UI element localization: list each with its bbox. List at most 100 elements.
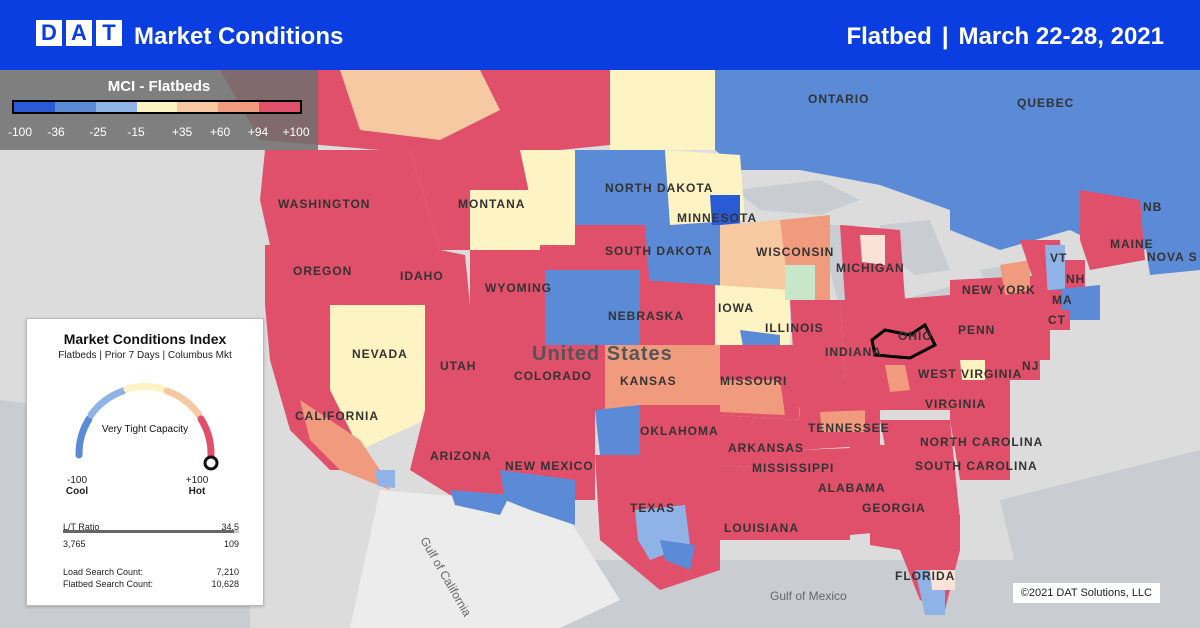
region-north-dakota: [575, 150, 670, 225]
legend-tick: -36: [47, 125, 65, 139]
load-search-row: Load Search Count: 7,210: [63, 567, 239, 577]
label-idaho: IDAHO: [400, 269, 444, 283]
label-michigan: MICHIGAN: [836, 261, 905, 275]
region-wi-south: [785, 265, 815, 300]
card-title: Market Conditions Index: [63, 331, 227, 347]
legend-tick: -25: [89, 125, 107, 139]
region-california-north: [265, 305, 380, 470]
region-vermont: [1045, 245, 1065, 300]
region-arizona: [410, 410, 505, 500]
logo-letter-a: A: [66, 20, 92, 46]
legend-swatch-5: [177, 102, 219, 112]
region-houston: [660, 540, 695, 570]
flatbed-search-row: Flatbed Search Count: 10,628: [63, 579, 239, 589]
label-washington: WASHINGTON: [278, 197, 370, 211]
flatbed-search-label: Flatbed Search Count:: [63, 579, 154, 589]
mexico-land: [350, 490, 620, 628]
region-wv-west: [885, 365, 910, 392]
region-wisconsin-west: [720, 220, 790, 300]
legend-swatch-1: [14, 102, 55, 112]
region-indiana: [840, 300, 885, 380]
logo-letter-d: D: [36, 20, 62, 46]
gauge-segment-neutral: [123, 383, 167, 393]
region-oregon: [265, 245, 360, 305]
region-arizona-border: [450, 490, 510, 515]
region-maritimes: [1140, 210, 1200, 275]
region-sd-east: [645, 220, 720, 300]
gauge-max-label: Hot: [188, 486, 206, 497]
label-arizona: ARIZONA: [430, 449, 492, 463]
label-penn: PENN: [958, 323, 995, 337]
gauge-segment-hot: [197, 415, 215, 459]
label-new-york: NEW YORK: [962, 283, 1036, 297]
label-north-dakota: NORTH DAKOTA: [605, 181, 713, 195]
region-kansas: [605, 345, 720, 410]
region-va-north: [960, 360, 985, 380]
label-west-virginia: WEST VIRGINIA: [918, 367, 1022, 381]
label-ontario: ONTARIO: [808, 92, 869, 106]
label-south-carolina: SOUTH CAROLINA: [915, 459, 1038, 473]
region-ma-west: [1045, 290, 1062, 310]
region-missouri-south: [720, 380, 785, 415]
label-missouri: MISSOURI: [720, 374, 787, 388]
label-indiana: INDIANA: [825, 345, 882, 359]
lake-superior: [735, 180, 860, 215]
gauge-min-label: Cool: [65, 486, 89, 497]
legend-swatch-4: [136, 102, 178, 112]
label-ct: CT: [1048, 313, 1066, 327]
lt-left-count: 3,765: [63, 539, 86, 549]
region-san-diego: [375, 470, 395, 488]
lt-counts-row: 3,765 109: [63, 539, 239, 549]
label-kansas: KANSAS: [620, 374, 677, 388]
gauge-segment-cool: [75, 415, 93, 459]
label-colorado: COLORADO: [514, 369, 592, 383]
region-new-jersey: [1010, 330, 1040, 380]
logo-letter-t: T: [96, 20, 122, 46]
region-oklahoma: [640, 405, 720, 460]
legend-tick: +35: [171, 125, 193, 139]
label-tennessee: TENNESSEE: [808, 421, 890, 435]
label-south-dakota: SOUTH DAKOTA: [605, 244, 713, 258]
gauge-max-value: +100: [185, 475, 209, 486]
capacity-label: Very Tight Capacity: [101, 424, 189, 435]
legend-swatch-7: [259, 102, 301, 112]
load-search-label: Load Search Count:: [63, 567, 144, 577]
gauge-indicator: [203, 455, 219, 471]
equipment-type: Flatbed: [846, 23, 932, 50]
region-amarillo: [595, 405, 640, 455]
lt-ratio-bar-fill: [63, 530, 235, 533]
region-iowa: [715, 285, 790, 345]
mci-legend: MCI - Flatbeds -100 -36 -25 -15 +35 +60 …: [0, 70, 318, 150]
region-connecticut: [1040, 310, 1070, 330]
gauge-segment-warm: [163, 387, 203, 419]
page-title: Market Conditions: [134, 23, 344, 50]
lt-ratio-bar: [63, 530, 239, 533]
region-bc-north: [340, 70, 500, 140]
label-united-states: United States: [532, 343, 673, 365]
label-nevada: NEVADA: [352, 347, 408, 361]
label-new-mexico: NEW MEXICO: [505, 459, 594, 473]
region-illinois: [790, 300, 845, 385]
region-mississippi: [800, 448, 850, 540]
label-wyoming: WYOMING: [485, 281, 552, 295]
label-virginia: VIRGINIA: [925, 397, 986, 411]
region-duluth: [710, 195, 740, 225]
label-north-carolina: NORTH CAROLINA: [920, 435, 1043, 449]
label-arkansas: ARKANSAS: [728, 441, 804, 455]
label-wisconsin: WISCONSIN: [756, 245, 834, 259]
gauge-min: -100 Cool: [57, 475, 97, 497]
label-louisiana: LOUISIANA: [724, 521, 799, 535]
columbus-market-outline[interactable]: [870, 322, 938, 360]
label-maine: MAINE: [1110, 237, 1154, 251]
region-michigan-north: [860, 235, 885, 265]
region-georgia: [880, 420, 960, 525]
label-nova-scotia: NOVA S: [1147, 250, 1198, 264]
label-vt: VT: [1050, 251, 1067, 265]
label-oregon: OREGON: [293, 264, 352, 278]
region-montana-east: [470, 190, 540, 250]
copyright: ©2021 DAT Solutions, LLC: [1012, 583, 1160, 603]
us-mci-map[interactable]: ONTARIO QUEBEC NB NOVA S WASHINGTON MONT…: [0, 70, 1200, 628]
legend-swatch-2: [54, 102, 96, 112]
card-subtitle: Flatbeds | Prior 7 Days | Columbus Mkt: [58, 350, 232, 361]
legend-swatch-6: [218, 102, 260, 112]
